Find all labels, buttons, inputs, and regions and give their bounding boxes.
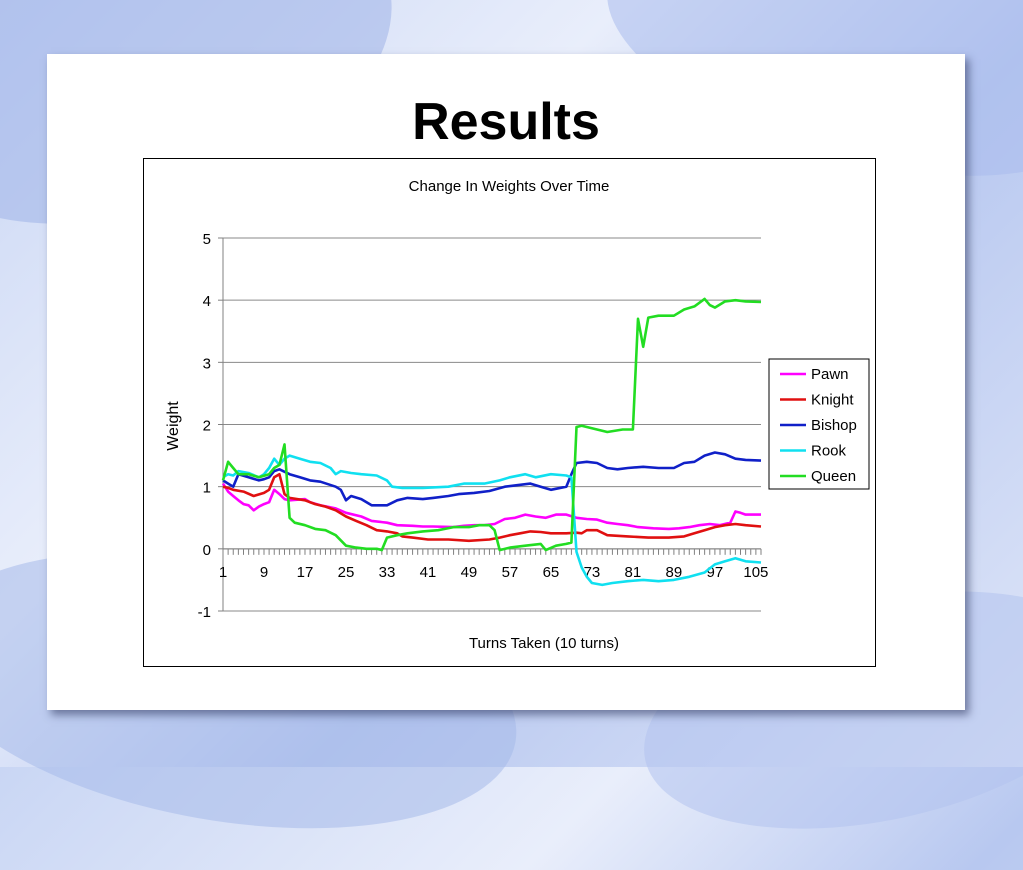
legend-label-queen: Queen: [811, 468, 856, 485]
y-tick-label: 3: [203, 355, 211, 372]
x-tick-label: 41: [420, 564, 437, 581]
x-tick-label: 73: [584, 564, 601, 581]
y-tick-label: 5: [203, 231, 211, 248]
x-tick-label: 57: [502, 564, 519, 581]
gridlines: [222, 237, 761, 612]
y-tick-label: 4: [203, 293, 211, 310]
legend-label-knight: Knight: [811, 392, 854, 409]
series-line-bishop: [222, 451, 762, 507]
slide-title: Results: [412, 93, 600, 151]
legend-label-bishop: Bishop: [811, 417, 857, 434]
x-tick-label: 25: [338, 564, 355, 581]
x-tick-label: 65: [543, 564, 560, 581]
series-lines: [221, 297, 762, 587]
legend-label-rook: Rook: [811, 443, 847, 460]
y-tick-label: -1: [198, 604, 211, 621]
x-tick-label: 33: [379, 564, 396, 581]
series-line-queen: [221, 297, 762, 552]
chart-title: Change In Weights Over Time: [409, 178, 610, 195]
x-tick-label: 89: [666, 564, 683, 581]
x-tick-label: 49: [461, 564, 478, 581]
y-axis-ticks: -1 0 1 2 3 4 5: [198, 231, 223, 621]
x-tick-label: 1: [219, 564, 227, 581]
x-axis-ticks: 1 9 17 25 33 41 49 57 65 73 81 89 97 105: [219, 548, 768, 581]
x-tick-label: 81: [625, 564, 642, 581]
line-chart: Change In Weights Over Time Weight Turns…: [165, 178, 870, 652]
x-tick-label: 17: [297, 564, 314, 581]
y-tick-label: 2: [203, 418, 211, 435]
series-line-rook: [222, 454, 762, 587]
x-tick-label: 105: [743, 564, 768, 581]
chart-area: Change In Weights Over Time Weight Turns…: [143, 158, 876, 667]
x-tick-label: 97: [707, 564, 724, 581]
legend: Pawn Knight Bishop Rook Queen: [768, 358, 870, 490]
x-tick-label: 9: [260, 564, 268, 581]
slide: Results Change In Weights Over Time Weig…: [47, 54, 965, 710]
y-tick-label: 0: [203, 542, 211, 559]
legend-label-pawn: Pawn: [811, 366, 849, 383]
y-tick-label: 1: [203, 480, 211, 497]
series-line-knight: [222, 472, 762, 543]
x-axis-label: Turns Taken (10 turns): [469, 635, 619, 652]
y-axis-label: Weight: [165, 401, 182, 451]
